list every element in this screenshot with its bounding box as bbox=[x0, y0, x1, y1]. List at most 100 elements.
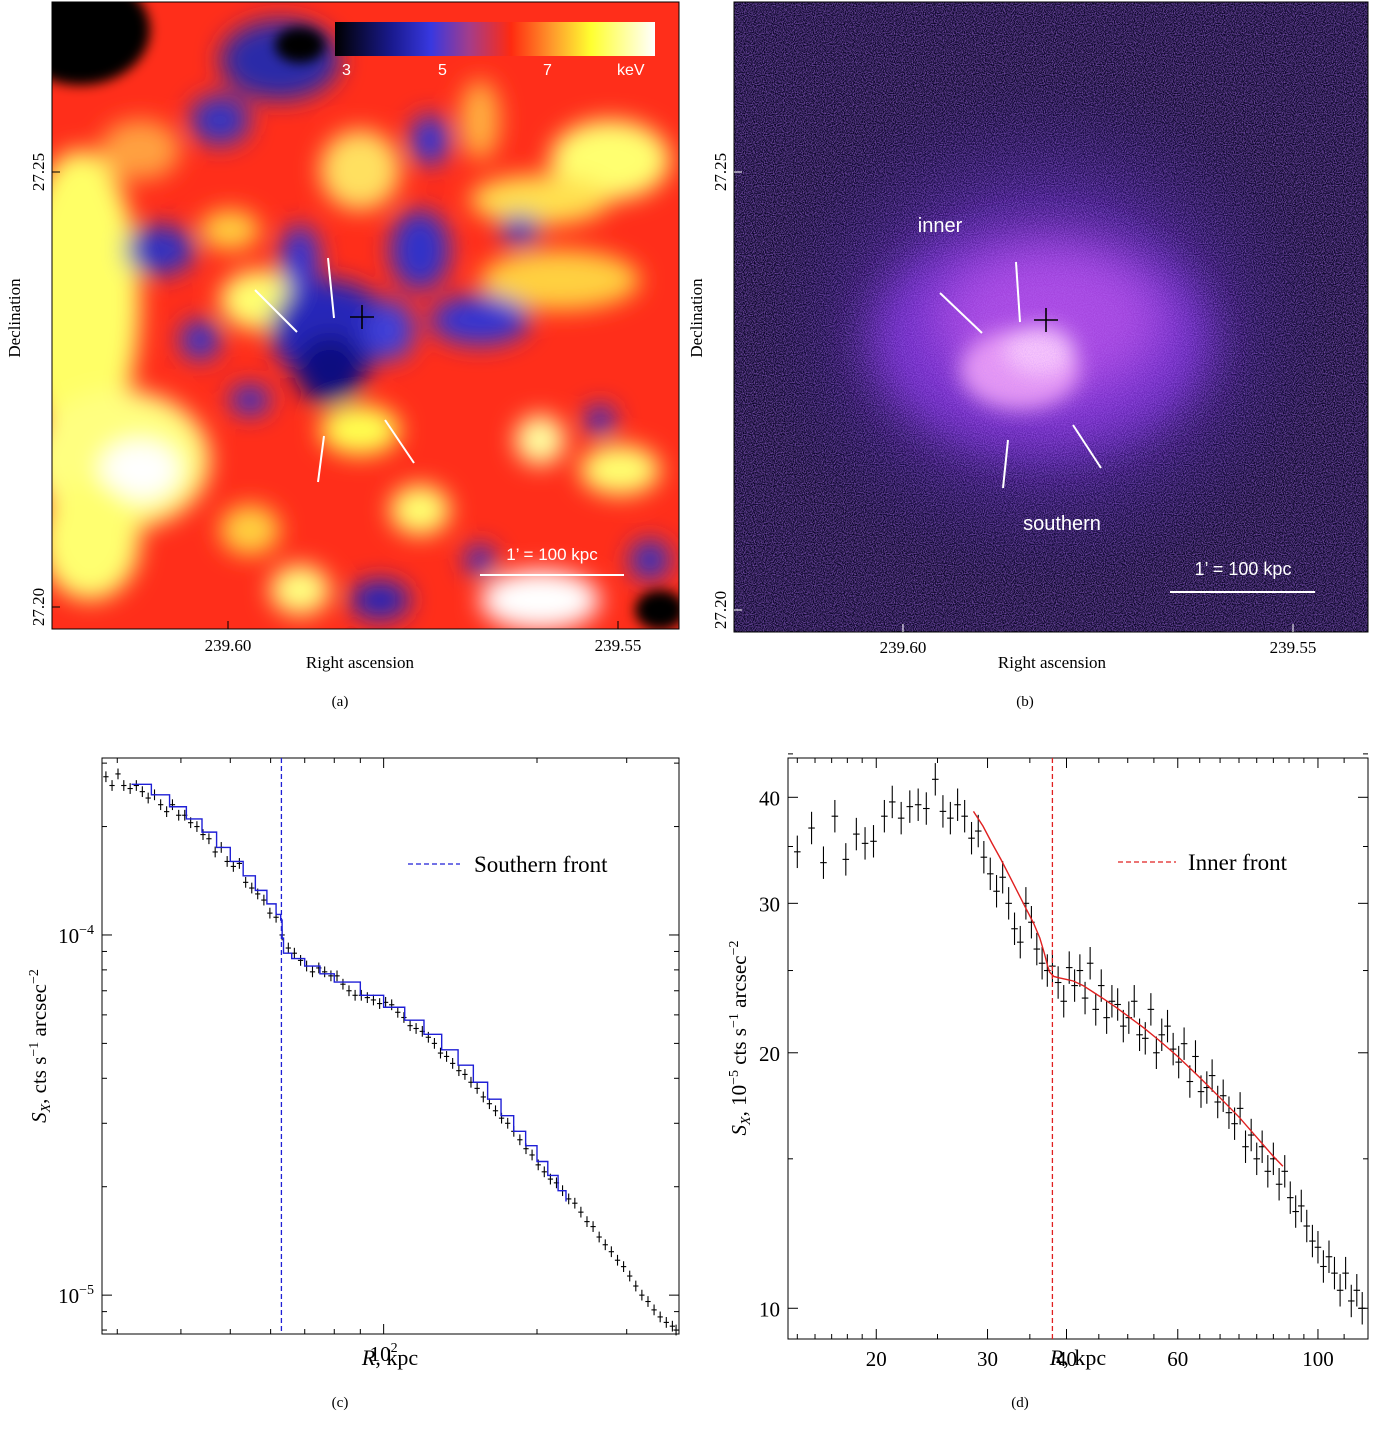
data-point-67 bbox=[1236, 1092, 1244, 1125]
colorbar bbox=[335, 22, 655, 56]
xtick-label-100: 100 bbox=[1302, 1347, 1334, 1370]
colorbar-label-3: 3 bbox=[342, 62, 351, 79]
ytick-27-20: 27.20 bbox=[711, 591, 730, 629]
data-point-26 bbox=[1011, 912, 1018, 945]
scalebar-label: 1’ = 100 kpc bbox=[506, 545, 598, 564]
data-point-86 bbox=[1342, 1256, 1349, 1290]
data-point-5 bbox=[853, 817, 860, 851]
data-point-16 bbox=[200, 829, 206, 840]
data-point-65 bbox=[1225, 1096, 1233, 1129]
data-point-62 bbox=[480, 1091, 486, 1103]
data-point-23 bbox=[993, 875, 1000, 908]
ytick-label-10: 10 bbox=[759, 1297, 780, 1321]
data-point-87 bbox=[1347, 1284, 1355, 1318]
data-point-18 bbox=[961, 799, 968, 833]
data-point-3 bbox=[121, 780, 127, 791]
center-cross bbox=[350, 305, 374, 329]
data-point-20 bbox=[974, 814, 982, 848]
data-point-81 bbox=[1314, 1231, 1322, 1264]
label-southern: southern bbox=[1023, 513, 1101, 535]
center-cross bbox=[1034, 308, 1058, 332]
data-point-11 bbox=[906, 790, 914, 823]
data-point-70 bbox=[1253, 1142, 1260, 1176]
data-point-86 bbox=[627, 1270, 633, 1282]
xtick-label-40: 40 bbox=[1056, 1347, 1077, 1370]
panel-a: 3 5 7 keV 1’ = 100 kpc 239.60 239.55 27.… bbox=[0, 0, 690, 720]
data-point-58 bbox=[456, 1065, 462, 1077]
data-point-21 bbox=[980, 840, 988, 874]
data-point-0 bbox=[794, 835, 801, 869]
ytick-27-25: 27.25 bbox=[711, 153, 730, 191]
xtick-239-60: 239.60 bbox=[880, 638, 927, 657]
data-point-61 bbox=[474, 1083, 480, 1094]
data-point-60 bbox=[1197, 1075, 1205, 1108]
data-point-4 bbox=[842, 843, 850, 876]
data-point-66 bbox=[505, 1117, 511, 1129]
ytick-27-20: 27.20 bbox=[29, 588, 48, 626]
scalebar-label: 1’ = 100 kpc bbox=[1195, 559, 1292, 579]
data-point-53 bbox=[1158, 1018, 1166, 1052]
data-point-0 bbox=[103, 771, 109, 783]
y-axis-label: Declination bbox=[690, 278, 706, 358]
caption-c: (c) bbox=[331, 1395, 349, 1411]
data-point-6 bbox=[861, 827, 869, 860]
data-point-7 bbox=[145, 792, 151, 804]
data-point-32 bbox=[297, 955, 304, 966]
data-point-10 bbox=[163, 806, 170, 818]
data-point-57 bbox=[1180, 1027, 1188, 1060]
data-point-40 bbox=[346, 985, 352, 997]
data-point-27 bbox=[1016, 925, 1024, 959]
data-point-82 bbox=[1320, 1250, 1327, 1283]
data-point-63 bbox=[486, 1098, 493, 1110]
data-point-9 bbox=[158, 799, 164, 811]
temperature-map-figure: 3 5 7 keV 1’ = 100 kpc 239.60 239.55 27.… bbox=[5, 1, 680, 672]
data-point-46 bbox=[1120, 1009, 1127, 1043]
data-point-18 bbox=[212, 846, 218, 858]
data-point-76 bbox=[1286, 1181, 1294, 1214]
xtick-239-55: 239.55 bbox=[595, 636, 642, 655]
data-point-64 bbox=[492, 1105, 499, 1117]
data-point-51 bbox=[1147, 993, 1155, 1026]
data-point-17 bbox=[954, 788, 961, 821]
xtick-label-100: 102 bbox=[370, 1341, 398, 1366]
data-point-84 bbox=[1331, 1256, 1338, 1290]
panel-c: Southern front R, kpc SX, cts s−1 arcsec… bbox=[0, 740, 690, 1440]
data-point-31 bbox=[291, 947, 298, 959]
caption-a: (a) bbox=[331, 694, 349, 710]
panel-b: inner southern 1’ = 100 kpc 239.60 239.5… bbox=[687, 0, 1380, 720]
xray-image bbox=[734, 2, 1368, 632]
x-axis-label: Right ascension bbox=[998, 653, 1107, 672]
colorbar-label-5: 5 bbox=[438, 62, 447, 79]
data-point-74 bbox=[1275, 1168, 1283, 1201]
data-point-23 bbox=[243, 876, 249, 888]
data-point-43 bbox=[1103, 1001, 1110, 1034]
data-point-30 bbox=[285, 942, 291, 954]
data-point-79 bbox=[1303, 1209, 1311, 1243]
legend-label: Inner front bbox=[1188, 850, 1288, 875]
data-point-39 bbox=[340, 978, 346, 990]
ytick-27-25: 27.25 bbox=[29, 153, 48, 191]
panel-d: Inner front R, kpc SX, 10−5 cts s−1 arcs… bbox=[690, 740, 1380, 1440]
data-point-43 bbox=[364, 992, 370, 1003]
data-point-47 bbox=[389, 999, 395, 1011]
model-curve bbox=[972, 811, 1284, 1167]
data-point-77 bbox=[1292, 1195, 1299, 1228]
data-point-36 bbox=[1065, 951, 1073, 984]
front-markers bbox=[254, 257, 415, 483]
ytick-label-30: 30 bbox=[759, 892, 780, 916]
data-point-27 bbox=[267, 907, 273, 919]
data-point-9 bbox=[888, 785, 896, 819]
data-point-68 bbox=[517, 1134, 523, 1146]
colorbar-label-7: 7 bbox=[543, 62, 552, 79]
data-point-6 bbox=[139, 786, 145, 798]
data-point-87 bbox=[633, 1280, 639, 1292]
data-point-75 bbox=[1281, 1155, 1289, 1188]
x-axis-label: R, kpc bbox=[1049, 1345, 1106, 1370]
data-point-83 bbox=[1325, 1240, 1333, 1273]
ytick-label-1e-4: 10−4 bbox=[58, 923, 94, 948]
data-point-45 bbox=[376, 998, 383, 1009]
data-point-42 bbox=[1097, 969, 1105, 1002]
xtick-label-60: 60 bbox=[1167, 1347, 1188, 1370]
data-point-81 bbox=[596, 1231, 602, 1243]
data-point-56 bbox=[443, 1051, 450, 1062]
